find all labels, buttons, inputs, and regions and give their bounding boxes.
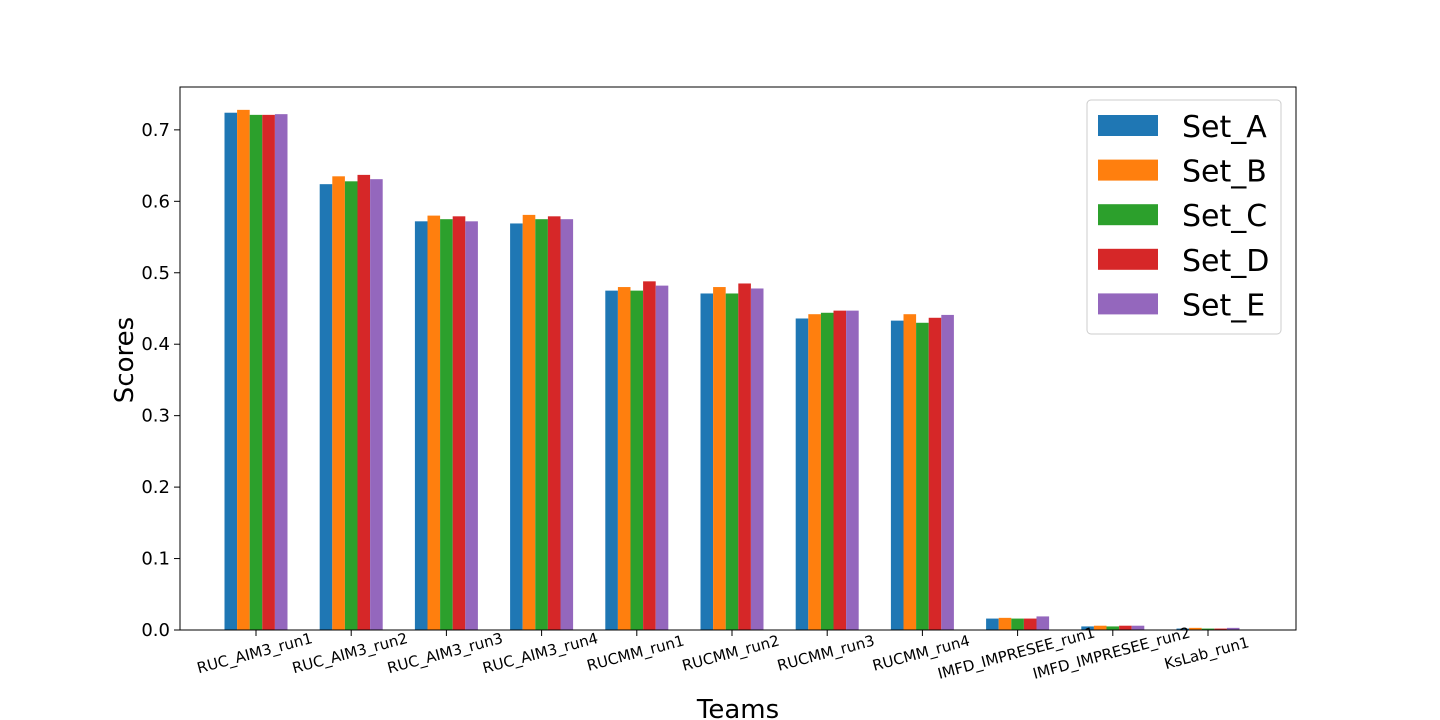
y-tick-label: 0.0 xyxy=(141,620,170,641)
legend-swatch-set-b xyxy=(1098,159,1158,181)
bar-set-d-7 xyxy=(928,317,942,630)
legend-label-set-d: Set_D xyxy=(1182,244,1269,279)
y-tick-label: 0.3 xyxy=(141,406,170,427)
bar-set-a-1 xyxy=(319,184,333,631)
legend-swatch-set-d xyxy=(1098,248,1158,270)
bar-set-a-10 xyxy=(1176,628,1190,630)
bar-set-b-10 xyxy=(1189,627,1202,630)
bar-set-e-0 xyxy=(274,114,288,630)
legend-label-set-a: Set_A xyxy=(1182,110,1267,145)
bar-set-b-2 xyxy=(427,215,441,631)
bar-set-a-2 xyxy=(414,221,428,630)
y-tick-label: 0.4 xyxy=(141,334,170,355)
bar-set-e-6 xyxy=(846,310,859,630)
bar-set-e-7 xyxy=(941,314,954,630)
plot-frame xyxy=(179,86,1297,631)
bar-set-e-1 xyxy=(370,179,383,631)
bar-set-c-10 xyxy=(1201,628,1215,630)
bar-set-c-8 xyxy=(1011,618,1024,630)
bar-set-e-3 xyxy=(560,219,574,630)
bars-group xyxy=(224,109,1240,631)
bar-set-a-4 xyxy=(605,290,618,631)
legend-swatch-set-e xyxy=(1098,293,1158,315)
bar-set-e-9 xyxy=(1131,625,1145,630)
bar-set-c-3 xyxy=(535,219,548,630)
x-axis-label: Teams xyxy=(696,695,779,720)
bar-set-b-8 xyxy=(998,617,1012,630)
bar-set-e-4 xyxy=(655,285,669,630)
legend-label-set-e: Set_E xyxy=(1182,288,1265,323)
bar-set-c-2 xyxy=(440,219,453,630)
bar-set-a-9 xyxy=(1081,626,1094,630)
legend-label-set-b: Set_B xyxy=(1182,155,1267,190)
bar-set-d-1 xyxy=(357,174,371,630)
legend-swatch-set-c xyxy=(1098,204,1158,226)
bar-set-c-4 xyxy=(630,290,644,631)
x-axis: RUC_AIM3_run1RUC_AIM3_run2RUC_AIM3_run3R… xyxy=(195,624,1251,684)
bar-set-c-7 xyxy=(916,322,929,630)
y-tick-label: 0.5 xyxy=(141,263,170,284)
bar-set-d-9 xyxy=(1119,625,1132,630)
bar-set-a-6 xyxy=(795,318,809,630)
bar-set-e-5 xyxy=(750,288,764,630)
y-axis-label: Scores xyxy=(110,317,140,403)
legend: Set_A Set_B Set_C Set_D Set_E xyxy=(1086,99,1282,335)
legend-box xyxy=(1086,99,1282,335)
bar-set-d-4 xyxy=(643,281,656,630)
bar-set-d-3 xyxy=(547,216,561,630)
bar-set-b-4 xyxy=(617,287,631,630)
bar-set-a-8 xyxy=(986,618,999,630)
bar-set-d-10 xyxy=(1214,628,1227,630)
bar-set-a-5 xyxy=(700,293,714,630)
bar-set-c-6 xyxy=(820,312,834,630)
bar-set-c-9 xyxy=(1106,626,1120,630)
bar-set-d-0 xyxy=(262,114,275,631)
bar-set-c-5 xyxy=(725,293,739,630)
bar-set-e-8 xyxy=(1036,616,1050,630)
bar-set-b-0 xyxy=(237,109,250,631)
bar-set-d-2 xyxy=(452,216,466,630)
y-tick-label: 0.6 xyxy=(141,191,170,212)
x-tick-label: RUCMM_run3 xyxy=(775,632,876,676)
bar-set-b-1 xyxy=(332,176,345,630)
y-tick-label: 0.1 xyxy=(141,549,170,570)
bar-set-d-5 xyxy=(738,283,751,630)
bar-set-b-5 xyxy=(713,287,726,630)
bar-set-c-0 xyxy=(249,114,263,631)
y-tick-label: 0.7 xyxy=(141,120,170,141)
y-axis: 0.0 0.1 0.2 0.3 0.4 0.5 0.6 0.7 xyxy=(141,120,180,641)
y-tick-label: 0.2 xyxy=(141,477,170,498)
bar-set-b-9 xyxy=(1093,625,1107,630)
bar-set-b-6 xyxy=(808,314,821,630)
bar-set-d-6 xyxy=(833,310,847,630)
legend-swatch-set-a xyxy=(1098,115,1158,136)
legend-label-set-c: Set_C xyxy=(1182,199,1267,234)
bar-set-b-7 xyxy=(903,314,917,630)
bar-set-d-8 xyxy=(1023,618,1037,630)
bar-set-e-10 xyxy=(1226,627,1240,630)
x-tick-label: RUCMM_run1 xyxy=(585,632,686,676)
bar-set-a-0 xyxy=(224,112,238,631)
bar-set-b-3 xyxy=(522,214,536,630)
bar-set-a-7 xyxy=(890,320,904,630)
bar-set-c-1 xyxy=(344,181,358,630)
bar-set-e-2 xyxy=(465,221,478,630)
x-tick-label: RUCMM_run2 xyxy=(680,632,781,676)
bar-set-a-3 xyxy=(510,223,523,630)
